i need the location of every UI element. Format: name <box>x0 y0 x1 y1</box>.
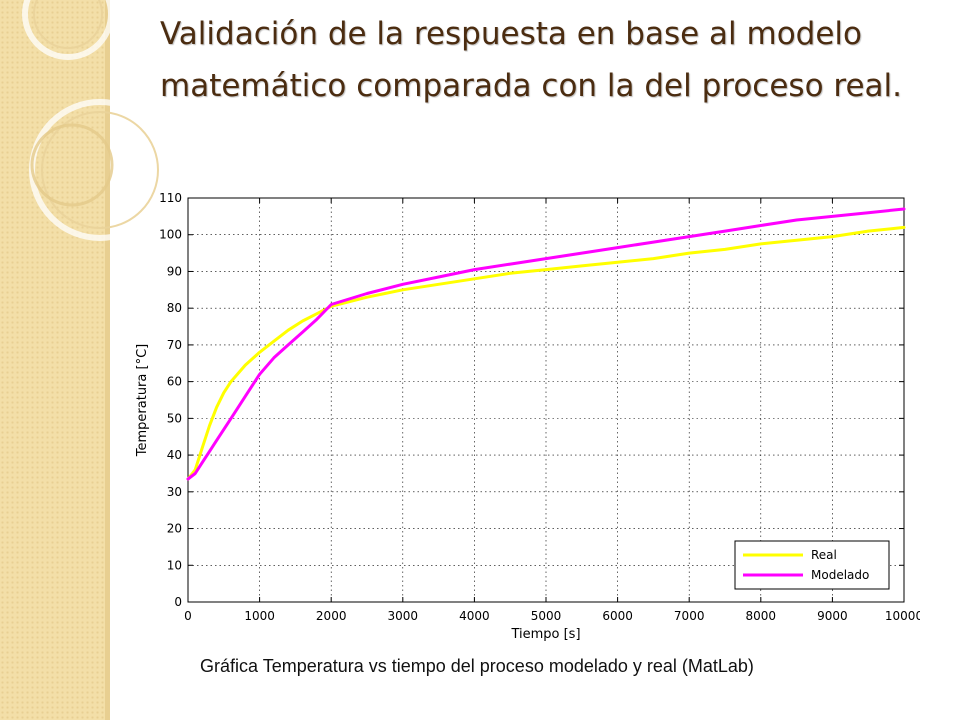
decorative-circles <box>22 0 171 241</box>
x-axis-ticks: 0 1000 2000 3000 4000 5000 6000 7000 8000 9000 100… <box>184 198 920 623</box>
x-tick-label: 8000 <box>746 609 777 623</box>
y-tick-label: 80 <box>167 301 182 315</box>
y-tick-label: 90 <box>167 264 182 278</box>
y-axis-label: Temperatura [°C] <box>135 344 150 457</box>
y-tick-label: 50 <box>167 411 182 425</box>
legend: Real Modelado <box>734 540 890 590</box>
x-tick-label: 6000 <box>602 609 633 623</box>
y-axis-ticks: 0 10 20 30 40 50 60 70 80 90 100 110 <box>159 191 904 609</box>
x-tick-label: 2000 <box>316 609 347 623</box>
y-tick-label: 20 <box>167 522 182 536</box>
legend-label-real: Real <box>811 548 837 562</box>
legend-box <box>734 540 890 590</box>
legend-label-modelado: Modelado <box>811 568 869 582</box>
x-tick-label: 7000 <box>674 609 705 623</box>
temperature-chart: 0 1000 2000 3000 4000 5000 6000 7000 8000 9000 100… <box>135 191 920 642</box>
x-axis-label: Tiempo [s] <box>510 627 580 642</box>
x-tick-label: 5000 <box>531 609 562 623</box>
y-tick-label: 30 <box>167 485 182 499</box>
series-line-real <box>186 225 906 481</box>
figure-caption: Gráfica Temperatura vs tiempo del proces… <box>200 656 754 676</box>
y-tick-label: 60 <box>167 375 182 389</box>
slide-title: Validación de la respuesta en base al mo… <box>160 16 902 104</box>
x-tick-label: 10000 <box>885 609 920 623</box>
data-series <box>186 207 906 481</box>
y-tick-label: 40 <box>167 448 182 462</box>
x-tick-label: 0 <box>184 609 192 623</box>
x-tick-label: 3000 <box>388 609 419 623</box>
y-tick-label: 0 <box>174 595 182 609</box>
x-tick-label: 4000 <box>459 609 490 623</box>
plot-area <box>187 197 905 603</box>
y-tick-label: 10 <box>167 558 182 572</box>
y-tick-label: 70 <box>167 338 182 352</box>
series-line-modelado <box>186 207 906 481</box>
side-band-edge <box>105 0 110 720</box>
y-tick-label: 110 <box>159 191 182 205</box>
y-tick-label: 100 <box>159 228 182 242</box>
x-tick-label: 1000 <box>244 609 275 623</box>
x-tick-label: 9000 <box>817 609 848 623</box>
